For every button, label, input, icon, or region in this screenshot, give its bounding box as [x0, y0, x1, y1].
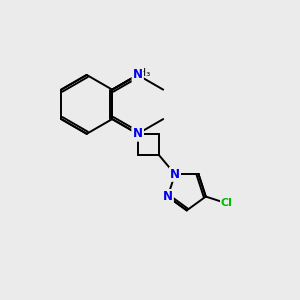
Text: N: N [133, 127, 143, 140]
Text: N: N [133, 127, 143, 140]
Text: N: N [170, 168, 180, 181]
Text: N: N [133, 68, 143, 81]
Text: N: N [133, 127, 143, 140]
Text: N: N [163, 190, 173, 203]
Text: N: N [163, 190, 173, 203]
Text: N: N [133, 127, 143, 140]
Text: N: N [170, 168, 180, 181]
Text: CH₃: CH₃ [131, 68, 151, 78]
Text: Cl: Cl [221, 198, 233, 208]
Text: N: N [133, 68, 143, 81]
